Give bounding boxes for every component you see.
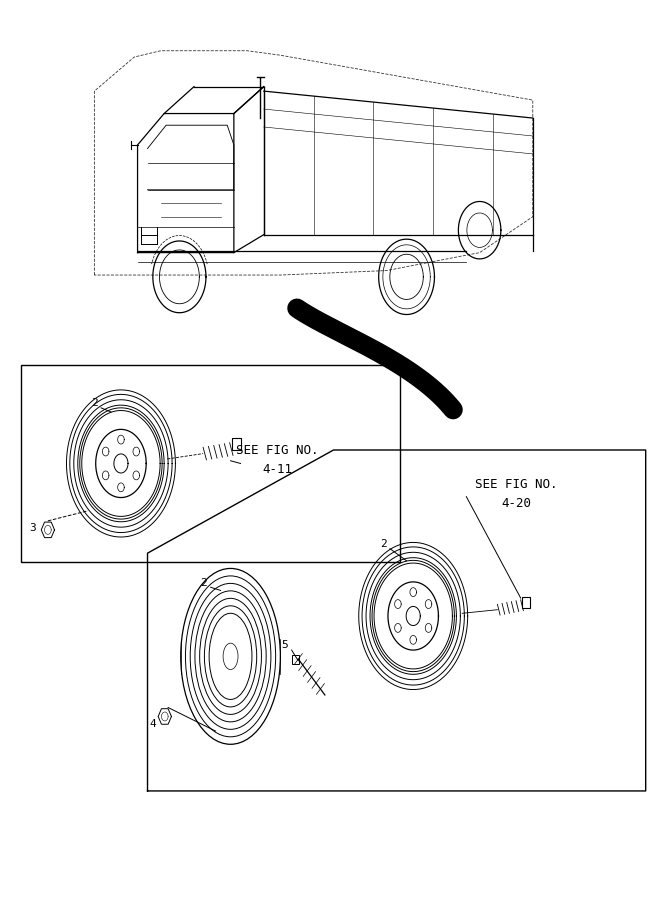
Text: SEE FIG NO.: SEE FIG NO. [475, 478, 558, 491]
Text: 4: 4 [149, 719, 156, 729]
Bar [232, 438, 241, 450]
Text: 2: 2 [380, 539, 387, 549]
Text: SEE FIG NO.: SEE FIG NO. [236, 444, 318, 456]
Text: 5: 5 [281, 640, 288, 650]
Text: 4-11: 4-11 [262, 464, 292, 476]
Text: 4-20: 4-20 [501, 498, 531, 510]
Bar [292, 655, 299, 664]
Bar [21, 364, 400, 562]
Text: 2: 2 [91, 399, 98, 409]
Bar [522, 597, 530, 608]
Text: 3: 3 [29, 523, 36, 533]
Text: 2: 2 [201, 578, 207, 588]
